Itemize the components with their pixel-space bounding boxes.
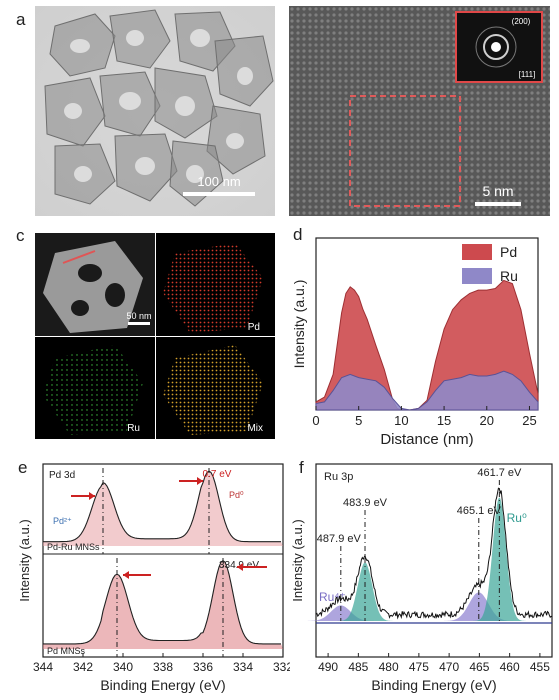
x-axis-label-e: Binding Energy (eV) [100,677,225,693]
title-e: Pd 3d [49,470,75,481]
component-fill-ru4-a [302,605,380,621]
eds-maps-c: 50 nm Pd Ru Mix [35,233,275,439]
map-label-ru: Ru [127,423,140,434]
chart-f: 487.9 eV 483.9 eV 465.1 eV 461.7 eV Ru 3p Ru⁰… [290,463,553,693]
x-tick-label-d: 5 [355,413,362,428]
x-tick-label-f: 460 [500,660,520,674]
x-tick-label-d: 15 [437,413,451,428]
x-tick-label-f: 475 [409,660,429,674]
scalebar-b-label: 5 nm [482,183,513,199]
component-label-pd0: Pd⁰ [229,490,244,500]
spectrum-line-e0 [43,470,281,543]
map-label-pd: Pd [248,322,260,333]
x-axis-label-f: Binding Energy (eV) [371,677,496,693]
x-tick-label-f: 455 [530,660,550,674]
mix-map [163,345,263,435]
scalebar-a-label: 100 nm [197,174,240,189]
arrow-e2-head [123,571,129,579]
roi-box [349,95,461,207]
legend-swatch-ru [462,268,492,284]
component-fill-ru0-a [335,562,395,621]
annotation-e1: 334.9 eV [219,560,259,571]
legend-swatch-pd [462,244,492,260]
fft-label-top: (200) [512,17,531,26]
panel-letter-c: c [16,226,25,245]
component-label-pd2: Pd²⁺ [53,516,72,526]
arrow-e0-head [89,492,95,500]
x-tick-label-f: 485 [348,660,368,674]
component-fill-ru0-b [472,497,526,621]
legend-label-pd: Pd [500,244,517,260]
panel-letter-e: e [18,458,28,477]
x-tick-label-e: 344 [33,660,53,674]
map-label-mix: Mix [247,423,263,434]
tem-image-a: 100 nm [35,6,275,216]
component-label-ru4: Ru⁴⁺ [319,590,346,604]
x-tick-label-e: 340 [113,660,133,674]
x-tick-label-f: 465 [469,660,489,674]
scalebar-a [183,192,255,196]
x-tick-label-d: 20 [480,413,494,428]
x-tick-label-e: 332 [273,660,290,674]
x-tick-label-d: 10 [394,413,408,428]
x-tick-label-d: 0 [312,413,319,428]
chart-d: 0 5 10 15 20 25 Distance (nm) Intensity (a.u.) P… [291,237,539,448]
arrow-e1-head [197,477,203,485]
hrtem-image-b: (200) [111] 5 nm [289,6,550,216]
scalebar-b [475,202,521,206]
x-tick-label-e: 342 [73,660,93,674]
scalebar-c-label: 50 nm [126,311,151,321]
envelope-fill-e0 [43,471,283,546]
peak-label-f3: 461.7 eV [477,467,522,479]
panel-letter-f: f [299,458,304,477]
x-tick-label-f: 480 [379,660,399,674]
x-tick-label-e: 334 [233,660,253,674]
arrow-e3-head [237,563,243,571]
title-f: Ru 3p [324,471,353,483]
annotation-e0: 0.7 eV [203,469,232,480]
y-axis-label-d: Intensity (a.u.) [291,280,307,369]
x-tick-label-e: 338 [153,660,173,674]
x-tick-label-d: 25 [522,413,536,428]
legend-label-ru: Ru [500,268,518,284]
subplot-label-e1: Pd MNSs [47,646,86,656]
y-axis-label-f: Intensity (a.u.) [290,519,305,601]
subplot-label-e0: Pd-Ru MNSs [47,542,100,552]
envelope-fill-e1 [43,560,283,649]
x-tick-label-f: 470 [439,660,459,674]
peak-label-f1: 483.9 eV [343,497,388,509]
peak-label-f0: 487.9 eV [317,533,362,545]
spectrum-line-e1 [43,559,281,645]
panel-letter-d: d [293,225,303,244]
x-tick-label-e: 336 [193,660,213,674]
pd-map [163,243,263,333]
x-axis-label-d: Distance (nm) [380,431,473,448]
peak-label-f2: 465.1 eV [457,505,502,517]
ru-map [43,345,143,435]
plot-frame-f [315,463,553,658]
linescan-line [62,250,96,264]
y-axis-label-e: Intensity (a.u.) [17,519,32,601]
series-area-ru [315,370,539,411]
chart-e: Pd 3d Pd-Ru MNSs Pd MNSs 0.7 eV 334.9 eV Pd⁰ P… [17,463,290,693]
fft-label-bottom: [111] [519,70,536,79]
component-label-ru0: Ru⁰ [507,511,527,525]
x-tick-label-f: 490 [318,660,338,674]
spectrum-line-f [315,487,553,620]
panel-letter-a: a [16,10,26,29]
